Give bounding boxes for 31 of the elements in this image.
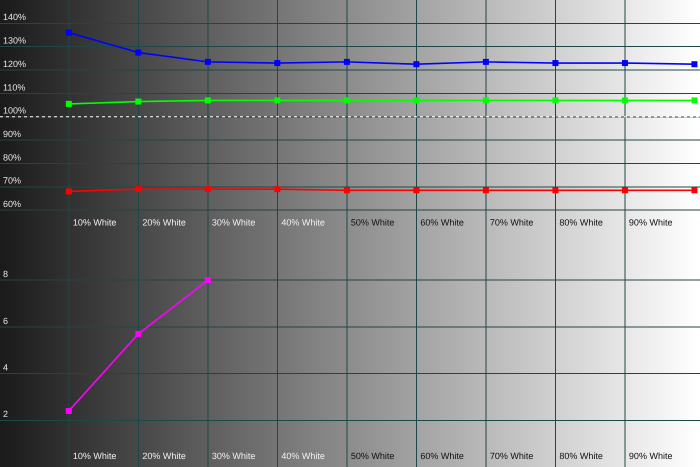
x-tick-label: 20% White [142, 451, 186, 462]
y-tick-label: 80% [3, 152, 22, 162]
x-tick-label: 60% White [420, 451, 464, 462]
y-tick-label: 110% [3, 82, 26, 92]
x-tick-label: 70% White [490, 451, 534, 462]
y-tick-label: 60% [3, 199, 22, 209]
x-tick-label: 30% White [212, 451, 256, 462]
x-tick-label: 80% White [559, 218, 603, 228]
y-tick-label: 6 [3, 316, 8, 326]
x-tick-label: 20% White [142, 218, 186, 228]
y-tick-label: 2 [3, 409, 8, 420]
x-tick-label: 10% White [72, 451, 116, 462]
y-tick-label: 8 [3, 269, 8, 280]
x-tick-label: 10% White [72, 218, 116, 228]
x-tick-label: 90% White [628, 451, 672, 462]
x-tick-label: 60% White [420, 218, 464, 228]
y-tick-label: 4 [3, 362, 8, 372]
y-tick-label: 100% [3, 106, 26, 116]
y-tick-label: 120% [3, 58, 26, 69]
y-tick-label: 70% [3, 176, 22, 186]
x-tick-label: 40% White [281, 218, 325, 228]
x-tick-label: 90% White [628, 218, 672, 228]
x-tick-label: 30% White [212, 218, 256, 228]
y-tick-label: 90% [3, 128, 22, 139]
x-tick-label: 50% White [350, 218, 394, 228]
x-tick-label: 40% White [281, 451, 325, 462]
x-tick-label: 50% White [350, 451, 394, 462]
x-tick-label: 80% White [559, 451, 603, 462]
y-tick-label: 130% [3, 36, 26, 46]
x-tick-label: 70% White [490, 218, 534, 228]
y-tick-label: 140% [3, 12, 26, 22]
